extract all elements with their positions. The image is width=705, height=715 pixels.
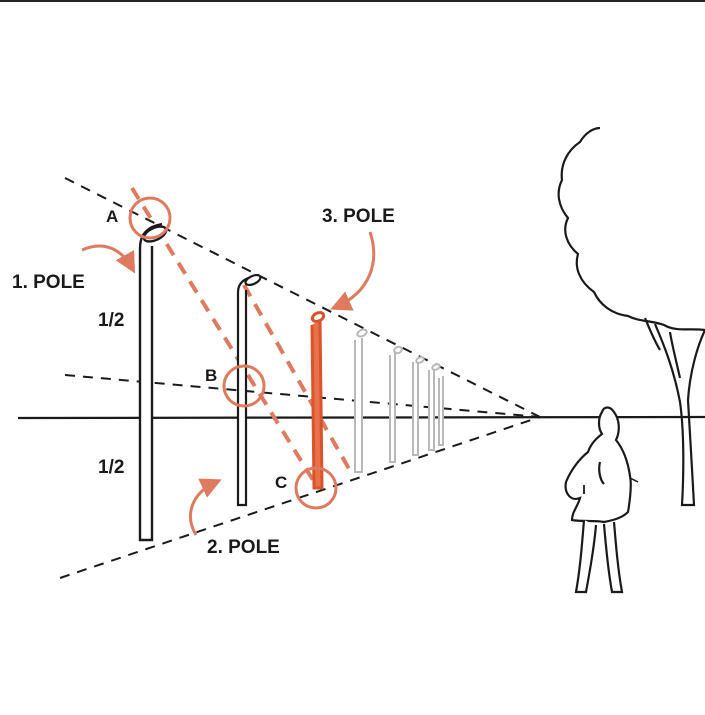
- diagonal-line-pole2-pole4: [242, 284, 354, 475]
- ghost-pole-4: [354, 328, 368, 473]
- circle-c: [294, 466, 338, 510]
- arrow-pole-2: [189, 478, 222, 536]
- circle-a: [128, 196, 172, 240]
- ghost-pole-8: [438, 376, 444, 446]
- pole-3: [310, 311, 326, 490]
- ghost-pole-5: [389, 345, 403, 463]
- label-pole-1: 1. POLE: [12, 272, 85, 293]
- top-perspective-line: [64, 177, 541, 418]
- top-border: [0, 0, 705, 2]
- pole-1: [138, 222, 168, 542]
- person-figure: [564, 406, 632, 594]
- label-pole-2: 2. POLE: [207, 537, 280, 558]
- label-c: C: [275, 473, 287, 492]
- arrow-pole-3: [330, 231, 376, 311]
- stray-mark: [629, 477, 639, 483]
- pole-2: [236, 273, 262, 507]
- label-b: B: [205, 366, 217, 385]
- label-pole-3: 3. POLE: [322, 206, 395, 227]
- ghost-pole-7: [428, 363, 441, 451]
- label-half-bottom: 1/2: [98, 457, 124, 478]
- tree-illustration: [557, 126, 705, 507]
- diagonal-line-a-c: [130, 186, 320, 490]
- arrow-pole-1: [81, 244, 136, 274]
- label-half-top: 1/2: [98, 310, 124, 331]
- circle-b: [222, 364, 266, 408]
- label-a: A: [106, 207, 118, 226]
- ghost-pole-6: [412, 356, 425, 456]
